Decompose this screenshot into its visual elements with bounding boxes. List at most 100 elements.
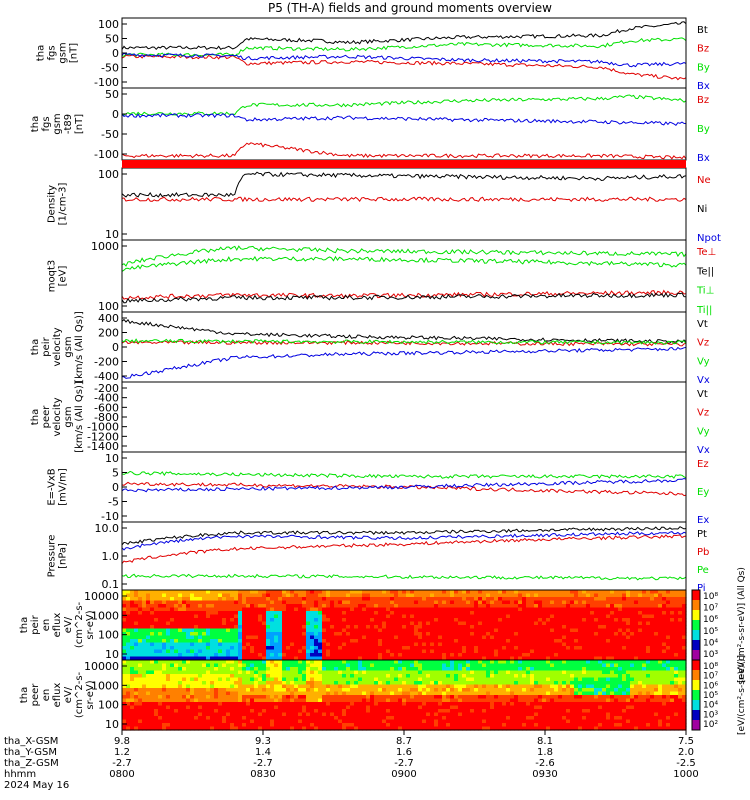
spectrogram-cell <box>242 726 247 731</box>
spectrogram-cell <box>138 691 143 696</box>
spectrogram-cell <box>538 593 543 598</box>
spectrogram-cell <box>150 628 155 633</box>
spectrogram-cell <box>154 597 159 602</box>
spectrogram-cell <box>646 632 651 637</box>
spectrogram-cell <box>362 667 367 672</box>
spectrogram-cell <box>378 674 383 679</box>
spectrogram-cell <box>398 646 403 651</box>
spectrogram-cell <box>506 639 511 644</box>
spectrogram-cell <box>346 635 351 640</box>
spectrogram-cell <box>250 649 255 654</box>
spectrogram-cell <box>222 677 227 682</box>
spectrogram-cell <box>338 646 343 651</box>
spectrogram-cell <box>438 618 443 623</box>
spectrogram-cell <box>242 646 247 651</box>
spectrogram-cell <box>502 607 507 612</box>
spectrogram-cell <box>322 674 327 679</box>
spectrogram-cell <box>242 667 247 672</box>
spectrogram-cell <box>334 681 339 686</box>
spectrogram-cell <box>634 607 639 612</box>
spectrogram-cell <box>210 681 215 686</box>
spectrogram-cell <box>422 597 427 602</box>
spectrogram-cell <box>486 593 491 598</box>
spectrogram-cell <box>242 660 247 665</box>
spectrogram-cell <box>602 635 607 640</box>
spectrogram-cell <box>450 656 455 661</box>
spectrogram-cell <box>158 621 163 626</box>
spectrogram-cell <box>330 674 335 679</box>
spectrogram-cell <box>150 597 155 602</box>
spectrogram-cell <box>186 677 191 682</box>
spectrogram-cell <box>274 604 279 609</box>
spectrogram-cell <box>130 660 135 665</box>
spectrogram-cell <box>434 653 439 658</box>
spectrogram-cell <box>122 709 127 714</box>
spectrogram-cell <box>586 642 591 647</box>
spectrogram-cell <box>310 667 315 672</box>
spectrogram-cell <box>462 632 467 637</box>
spectrogram-cell <box>462 600 467 605</box>
spectrogram-cell <box>442 628 447 633</box>
ytick-density: 100 <box>98 168 119 181</box>
spectrogram-cell <box>438 712 443 717</box>
spectrogram-cell <box>382 698 387 703</box>
spectrogram-cell <box>306 667 311 672</box>
spectrogram-cell <box>398 691 403 696</box>
spectrogram-cell <box>414 618 419 623</box>
spectrogram-cell <box>362 709 367 714</box>
spectrogram-cell <box>458 670 463 675</box>
spectrogram-cell <box>670 639 675 644</box>
spectrogram-cell <box>334 674 339 679</box>
spectrogram-cell <box>582 639 587 644</box>
spectrogram-cell <box>142 611 147 616</box>
spectrogram-cell <box>290 684 295 689</box>
spectrogram-cell <box>182 684 187 689</box>
spectrogram-cell <box>318 593 323 598</box>
spectrogram-cell <box>422 674 427 679</box>
spectrogram-cell <box>194 597 199 602</box>
spectrogram-cell <box>298 688 303 693</box>
spectrogram-cell <box>426 628 431 633</box>
spectrogram-cell <box>354 674 359 679</box>
spectrogram-cell <box>198 646 203 651</box>
spectrogram-cell <box>346 653 351 658</box>
spectrogram-cell <box>186 674 191 679</box>
spectrogram-cell <box>390 674 395 679</box>
spectrogram-cell <box>502 705 507 710</box>
spectrogram-cell <box>454 688 459 693</box>
spectrogram-cell <box>470 663 475 668</box>
spectrogram-cell <box>370 632 375 637</box>
spectrogram-cell <box>482 611 487 616</box>
spectrogram-cell <box>550 656 555 661</box>
spectrogram-cell <box>266 719 271 724</box>
spectrogram-cell <box>490 688 495 693</box>
spectrogram-cell <box>222 614 227 619</box>
spectrogram-cell <box>142 677 147 682</box>
spectrogram-cell <box>226 649 231 654</box>
spectrogram-cell <box>258 660 263 665</box>
spectrogram-cell <box>290 642 295 647</box>
spectrogram-cell <box>194 660 199 665</box>
spectrogram-cell <box>390 684 395 689</box>
spectrogram-cell <box>262 614 267 619</box>
spectrogram-cell <box>274 607 279 612</box>
spectrogram-cell <box>294 590 299 595</box>
spectrogram-cell <box>222 621 227 626</box>
spectrogram-cell <box>450 635 455 640</box>
spectrogram-cell <box>322 614 327 619</box>
spectrogram-cell <box>210 635 215 640</box>
spectrogram-cell <box>142 723 147 728</box>
spectrogram-cell <box>374 614 379 619</box>
spectrogram-cell <box>390 628 395 633</box>
spectrogram-cell <box>326 646 331 651</box>
spectrogram-cell <box>398 726 403 731</box>
spectrogram-cell <box>506 670 511 675</box>
spectrogram-cell <box>450 663 455 668</box>
spectrogram-cell <box>470 709 475 714</box>
spectrogram-cell <box>138 646 143 651</box>
spectrogram-cell <box>574 628 579 633</box>
ylabel-line: peer <box>30 683 41 707</box>
spectrogram-cell <box>390 618 395 623</box>
spectrogram-cell <box>494 597 499 602</box>
spectrogram-cell <box>562 649 567 654</box>
